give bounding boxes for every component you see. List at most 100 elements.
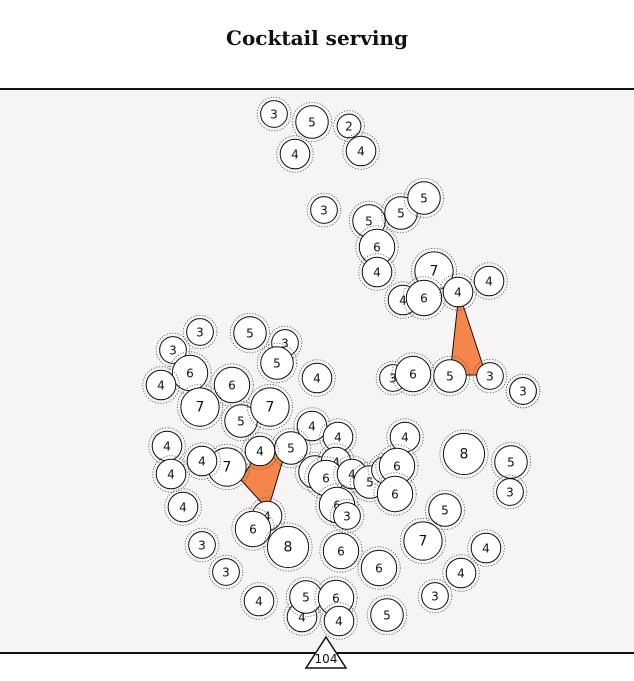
table[interactable]: 5 <box>291 101 333 143</box>
table[interactable]: 7 <box>246 383 294 431</box>
table[interactable]: 5 <box>366 594 408 636</box>
table-capacity-label: 5 <box>420 192 428 206</box>
table-capacity-label: 5 <box>397 207 405 221</box>
table-circle <box>376 475 414 513</box>
table[interactable]: 6 <box>357 546 401 590</box>
table[interactable]: 4 <box>241 432 279 470</box>
table[interactable]: 4 <box>142 366 180 404</box>
table[interactable]: 8 <box>263 522 313 572</box>
table-capacity-label: 4 <box>332 456 340 470</box>
table-capacity-label: 6 <box>228 379 236 393</box>
table[interactable]: 6 <box>373 472 417 516</box>
table-capacity-label: 3 <box>222 566 230 580</box>
table-capacity-label: 5 <box>383 609 391 623</box>
table[interactable]: 3 <box>182 314 218 350</box>
table-circle <box>266 525 310 569</box>
table[interactable]: 4 <box>320 602 358 640</box>
table[interactable]: 4 <box>358 253 396 291</box>
table-seating-ring <box>142 366 180 404</box>
table-capacity-label: 6 <box>333 499 341 513</box>
table-capacity-label: 6 <box>186 367 194 381</box>
table[interactable]: 4 <box>439 273 477 311</box>
table-circle <box>445 557 477 589</box>
table-seating-ring <box>357 546 401 590</box>
table-circle <box>476 362 504 390</box>
table[interactable]: 4 <box>298 359 336 397</box>
table[interactable]: 6 <box>391 352 435 396</box>
table-capacity-label: 4 <box>335 615 343 629</box>
table-seating-ring <box>492 474 528 510</box>
table[interactable]: 3 <box>492 474 528 510</box>
table[interactable]: 8 <box>439 429 489 479</box>
table-capacity-label: 6 <box>322 472 330 486</box>
table-capacity-label: 4 <box>167 468 175 482</box>
page-marker-icon <box>304 635 348 669</box>
table-circle <box>473 265 505 297</box>
table[interactable]: 2 <box>333 110 365 142</box>
table[interactable]: 6 <box>210 363 254 407</box>
table[interactable]: 3 <box>208 554 244 590</box>
table-circle <box>186 445 218 477</box>
table-circle <box>442 276 474 308</box>
table-capacity-label: 3 <box>198 539 206 553</box>
table-capacity-label: 4 <box>399 294 407 308</box>
table-capacity-label: 7 <box>196 400 205 416</box>
table-circle <box>233 316 267 350</box>
table[interactable]: 4 <box>386 418 424 456</box>
table[interactable]: 3 <box>329 498 365 534</box>
table-circle <box>279 138 311 170</box>
table-capacity-label: 4 <box>157 379 165 393</box>
table[interactable]: 6 <box>375 444 419 488</box>
table[interactable]: 4 <box>240 582 278 620</box>
table-capacity-label: 3 <box>389 372 397 386</box>
table-seating-ring <box>342 132 380 170</box>
table-capacity-label: 3 <box>519 385 527 399</box>
table-circle <box>155 458 187 490</box>
table-capacity-label: 3 <box>486 370 494 384</box>
table-seating-ring <box>298 359 336 397</box>
table-circle <box>433 359 467 393</box>
table-seating-ring <box>176 383 224 431</box>
table-seating-ring <box>403 177 445 219</box>
table-capacity-label: 6 <box>249 523 257 537</box>
table-capacity-label: 5 <box>273 357 281 371</box>
table[interactable]: 5 <box>424 489 466 531</box>
table-circle <box>345 135 377 167</box>
table-capacity-label: 4 <box>357 145 365 159</box>
table[interactable]: 5 <box>429 355 471 397</box>
table[interactable]: 6 <box>231 507 275 551</box>
table-seating-ring <box>210 363 254 407</box>
table[interactable]: 4 <box>148 427 186 465</box>
table[interactable]: 5 <box>490 441 532 483</box>
table-capacity-label: 6 <box>391 488 399 502</box>
table-capacity-label: 7 <box>223 460 232 476</box>
table-capacity-label: 4 <box>373 266 381 280</box>
table[interactable]: 4 <box>470 262 508 300</box>
table-capacity-label: 5 <box>365 215 373 229</box>
table-capacity-label: 5 <box>441 504 449 518</box>
table[interactable]: 5 <box>229 312 271 354</box>
table[interactable]: 4 <box>183 442 221 480</box>
table[interactable]: 3 <box>472 358 508 394</box>
table[interactable]: 3 <box>155 332 191 368</box>
table[interactable]: 3 <box>306 192 342 228</box>
table-circle <box>370 598 404 632</box>
table[interactable]: 5 <box>256 342 298 384</box>
table[interactable]: 3 <box>256 96 292 132</box>
table-seating-ring <box>505 373 541 409</box>
table[interactable]: 6 <box>319 529 363 573</box>
table-capacity-label: 3 <box>196 326 204 340</box>
table[interactable]: 5 <box>403 177 445 219</box>
table[interactable]: 4 <box>164 488 202 526</box>
table[interactable]: 4 <box>442 554 480 592</box>
table[interactable]: 3 <box>417 578 453 614</box>
table[interactable]: 4 <box>342 132 380 170</box>
table[interactable]: 7 <box>399 517 447 565</box>
table[interactable]: 7 <box>176 383 224 431</box>
table[interactable]: 4 <box>276 135 314 173</box>
table[interactable]: 3 <box>505 373 541 409</box>
table-capacity-label: 5 <box>308 116 316 130</box>
table[interactable]: 6 <box>168 351 212 395</box>
table[interactable]: 3 <box>184 527 220 563</box>
table[interactable]: 4 <box>467 529 505 567</box>
